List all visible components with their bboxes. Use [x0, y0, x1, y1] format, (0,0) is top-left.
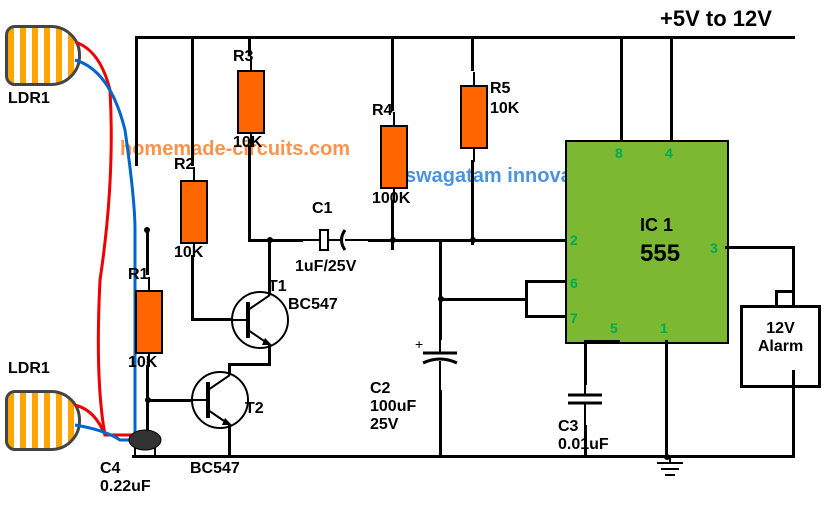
t1e-t2c-h	[228, 363, 271, 366]
t2-base	[146, 399, 191, 402]
c2-volt: 25V	[370, 416, 398, 434]
pin-3: 3	[710, 240, 718, 256]
ic-name: IC 1	[640, 215, 673, 236]
c2-top	[439, 240, 442, 340]
ldr-1	[5, 25, 81, 86]
c1-left	[248, 239, 303, 242]
ic-pin7-wire	[525, 315, 567, 318]
pin-5: 5	[610, 320, 618, 336]
resistor-r2	[180, 180, 208, 244]
svg-text:+: +	[415, 336, 423, 352]
ic-pin8-wire	[620, 36, 623, 141]
ldr-1-label: LDR1	[8, 90, 50, 108]
resistor-r5	[460, 85, 488, 149]
t2-type: BC547	[190, 460, 240, 478]
ic-pin3-wire	[725, 246, 795, 249]
r5-name: R5	[490, 80, 510, 98]
r2-top	[135, 36, 138, 166]
cap-c4	[125, 428, 165, 458]
t2c-up	[228, 363, 231, 375]
t1e-t2c	[268, 345, 271, 365]
pin-1: 1	[660, 320, 668, 336]
alarm-box: 12V Alarm	[740, 305, 821, 388]
alarm-down	[792, 246, 795, 306]
ic-type: 555	[640, 240, 680, 268]
node-c1-r4	[390, 237, 396, 243]
r2-top-wire	[191, 36, 194, 166]
t1-type: BC547	[288, 296, 338, 314]
resistor-r4	[380, 125, 408, 189]
r5-bot-wire	[471, 160, 474, 245]
ldr-2-label: LDR1	[8, 360, 50, 378]
t2-name: T2	[245, 400, 264, 418]
c2-bot	[439, 390, 442, 457]
c1-value: 1uF/25V	[295, 258, 356, 276]
ldr-2	[5, 390, 81, 451]
alarm-line1: 12V	[743, 320, 818, 338]
ground-rail	[132, 455, 795, 458]
node-t2b	[145, 397, 151, 403]
ic-pin1-wire	[665, 340, 668, 457]
c3-bot	[584, 425, 587, 457]
pin-8: 8	[615, 145, 623, 161]
ic-pin5-h	[584, 340, 620, 343]
r1-value: 10K	[128, 354, 157, 372]
r1-top-wire	[146, 230, 149, 275]
pin-2: 2	[570, 232, 578, 248]
r2-value: 10K	[174, 244, 203, 262]
pin-4: 4	[665, 145, 673, 161]
r5-top-wire	[471, 36, 474, 71]
ic-pin4-wire	[670, 36, 673, 141]
t2e-down	[228, 425, 231, 455]
r4-name: R4	[372, 102, 392, 120]
alarm-top-h	[775, 290, 795, 293]
c4-name: C4	[100, 460, 120, 478]
vcc-label: +5V to 12V	[660, 6, 772, 32]
c3-name: C3	[558, 418, 578, 436]
node-c1-r5	[470, 237, 476, 243]
c1-name: C1	[312, 200, 332, 218]
pin-7: 7	[570, 310, 578, 326]
r3-down	[248, 145, 251, 240]
r2-to-t1b	[191, 255, 194, 321]
pin67-to-c2	[439, 298, 527, 301]
pin-6: 6	[570, 275, 578, 291]
node-t1c	[267, 237, 273, 243]
vcc-rail	[135, 36, 795, 39]
t1-base	[191, 318, 231, 321]
cap-c2: +	[415, 335, 465, 395]
r3-name: R3	[233, 48, 253, 66]
ic-pin5-wire	[584, 340, 587, 385]
transistor-t1	[220, 280, 300, 360]
c2-name: C2	[370, 380, 390, 398]
resistor-r1	[135, 290, 163, 354]
r4-top-wire	[391, 36, 394, 111]
node-c2-top	[438, 296, 444, 302]
alarm-bot	[792, 370, 795, 457]
node-r1-top	[144, 227, 150, 233]
resistor-r3	[237, 70, 265, 134]
ic-pin2-wire	[490, 239, 566, 242]
ground-icon	[655, 455, 685, 485]
t1-collector	[268, 240, 271, 295]
ic-pin6-wire	[525, 280, 567, 283]
c4-value: 0.22uF	[100, 478, 151, 496]
r5-value: 10K	[490, 100, 519, 118]
alarm-line2: Alarm	[743, 338, 818, 356]
c2-value: 100uF	[370, 398, 416, 416]
